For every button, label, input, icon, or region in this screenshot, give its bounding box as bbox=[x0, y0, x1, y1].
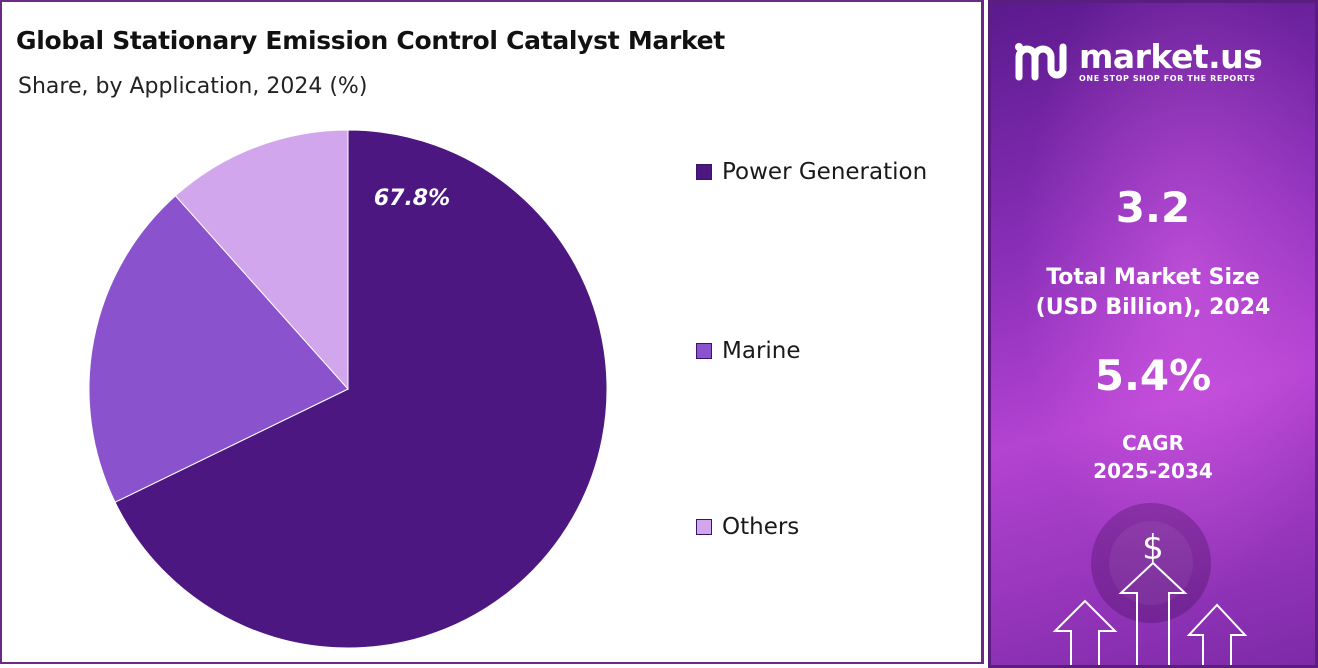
legend-swatch-marine bbox=[696, 343, 712, 359]
market-size-label-line2: (USD Billion), 2024 bbox=[1035, 295, 1271, 320]
chart-title: Global Stationary Emission Control Catal… bbox=[16, 26, 725, 55]
legend-label-others: Others bbox=[722, 514, 800, 540]
info-panel: $ market.us ONE STOP SHOP FOR THE REPORT… bbox=[988, 0, 1318, 668]
chart-subtitle: Share, by Application, 2024 (%) bbox=[18, 74, 368, 99]
brand-logo: market.us ONE STOP SHOP FOR THE REPORTS bbox=[1013, 36, 1263, 83]
cagr-label-line2: 2025-2034 bbox=[1093, 459, 1213, 483]
market-size-value: 3.2 bbox=[1115, 183, 1191, 232]
background-decoration: $ bbox=[1052, 503, 1248, 665]
chart-panel: Global Stationary Emission Control Catal… bbox=[0, 0, 984, 664]
legend-item-marine[interactable]: Marine bbox=[696, 338, 801, 364]
pie-slice-power-generation[interactable] bbox=[114, 129, 608, 649]
pie-slice-marine[interactable] bbox=[88, 195, 349, 503]
legend-label-marine: Marine bbox=[722, 338, 801, 364]
brand-name: market.us bbox=[1079, 36, 1263, 76]
legend-item-others[interactable]: Others bbox=[696, 514, 799, 540]
market-size-label: Total Market Size (USD Billion), 2024 bbox=[991, 263, 1315, 323]
market-us-logo-icon bbox=[1015, 43, 1067, 81]
cagr-label-line1: CAGR bbox=[1122, 431, 1184, 455]
pie-slice-others[interactable] bbox=[174, 129, 349, 391]
market-size-label-line1: Total Market Size bbox=[1046, 265, 1260, 290]
legend-item-power-generation[interactable]: Power Generation bbox=[696, 159, 927, 185]
legend-swatch-others bbox=[696, 519, 712, 535]
cagr-value: 5.4% bbox=[1094, 351, 1212, 400]
pie-chart: 67.8% bbox=[88, 129, 608, 649]
cagr-label: CAGR 2025-2034 bbox=[991, 429, 1315, 485]
brand-tagline: ONE STOP SHOP FOR THE REPORTS bbox=[1079, 73, 1256, 83]
legend-label-power-generation: Power Generation bbox=[722, 159, 928, 185]
growth-arrows-icon bbox=[1052, 561, 1248, 665]
legend-swatch-power-generation bbox=[696, 164, 712, 180]
dollar-icon: $ bbox=[1142, 528, 1164, 568]
data-label-power-generation: 67.8% bbox=[374, 186, 450, 211]
